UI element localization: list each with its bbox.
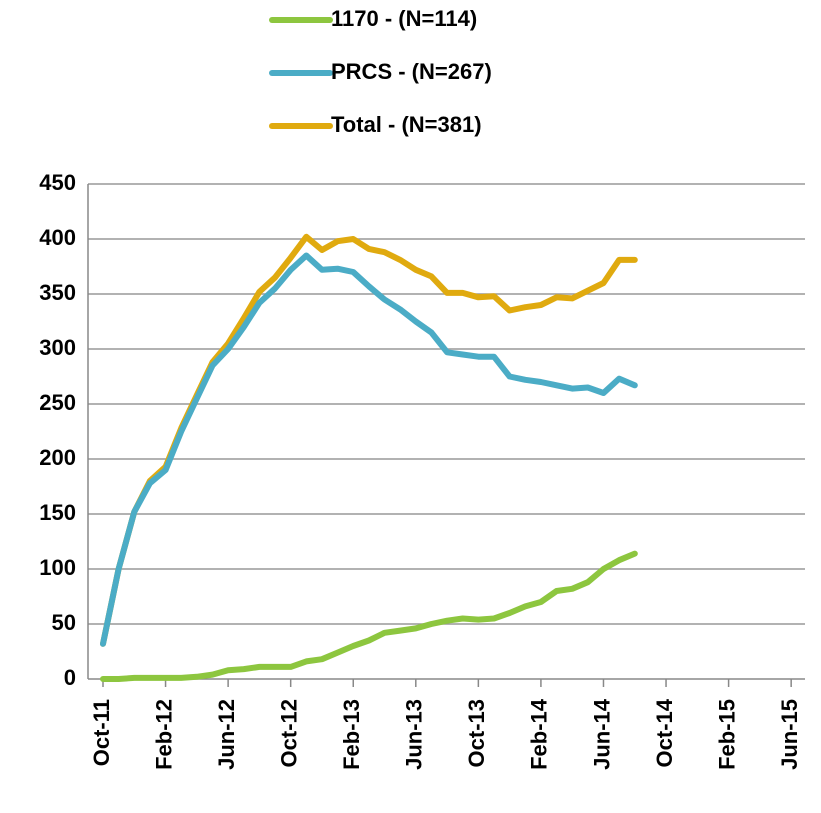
y-tick-label: 100 xyxy=(39,555,76,580)
x-tick-label: Feb-14 xyxy=(527,698,552,770)
x-tick-label: Oct-13 xyxy=(464,699,489,767)
y-tick-label: 300 xyxy=(39,335,76,360)
y-tick-label: 50 xyxy=(52,610,76,635)
series-line xyxy=(100,550,638,682)
legend-label: Total - (N=381) xyxy=(331,112,482,137)
legend-label: PRCS - (N=267) xyxy=(331,59,492,84)
x-tick-label: Oct-12 xyxy=(276,699,301,767)
y-tick-label: 0 xyxy=(64,665,76,690)
x-tick-label: Jun-12 xyxy=(214,699,239,770)
x-tick-label: Feb-12 xyxy=(151,699,176,770)
x-tick-label: Oct-11 xyxy=(89,699,114,766)
series-line xyxy=(100,233,638,647)
x-tick-label: Oct-14 xyxy=(652,698,677,767)
legend-label: 1170 - (N=114) xyxy=(331,6,477,31)
x-tick-label: Jun-13 xyxy=(402,699,427,770)
y-tick-label: 150 xyxy=(39,500,76,525)
y-tick-label: 400 xyxy=(39,225,76,250)
x-tick-label: Jun-14 xyxy=(589,698,614,770)
series-line xyxy=(100,252,638,647)
y-tick-label: 350 xyxy=(39,280,76,305)
y-tick-label: 450 xyxy=(39,170,76,195)
x-tick-label: Jun-15 xyxy=(777,699,802,770)
x-tick-label: Feb-13 xyxy=(339,699,364,770)
x-tick-label: Feb-15 xyxy=(714,699,739,770)
y-tick-label: 250 xyxy=(39,390,76,415)
y-tick-label: 200 xyxy=(39,445,76,470)
